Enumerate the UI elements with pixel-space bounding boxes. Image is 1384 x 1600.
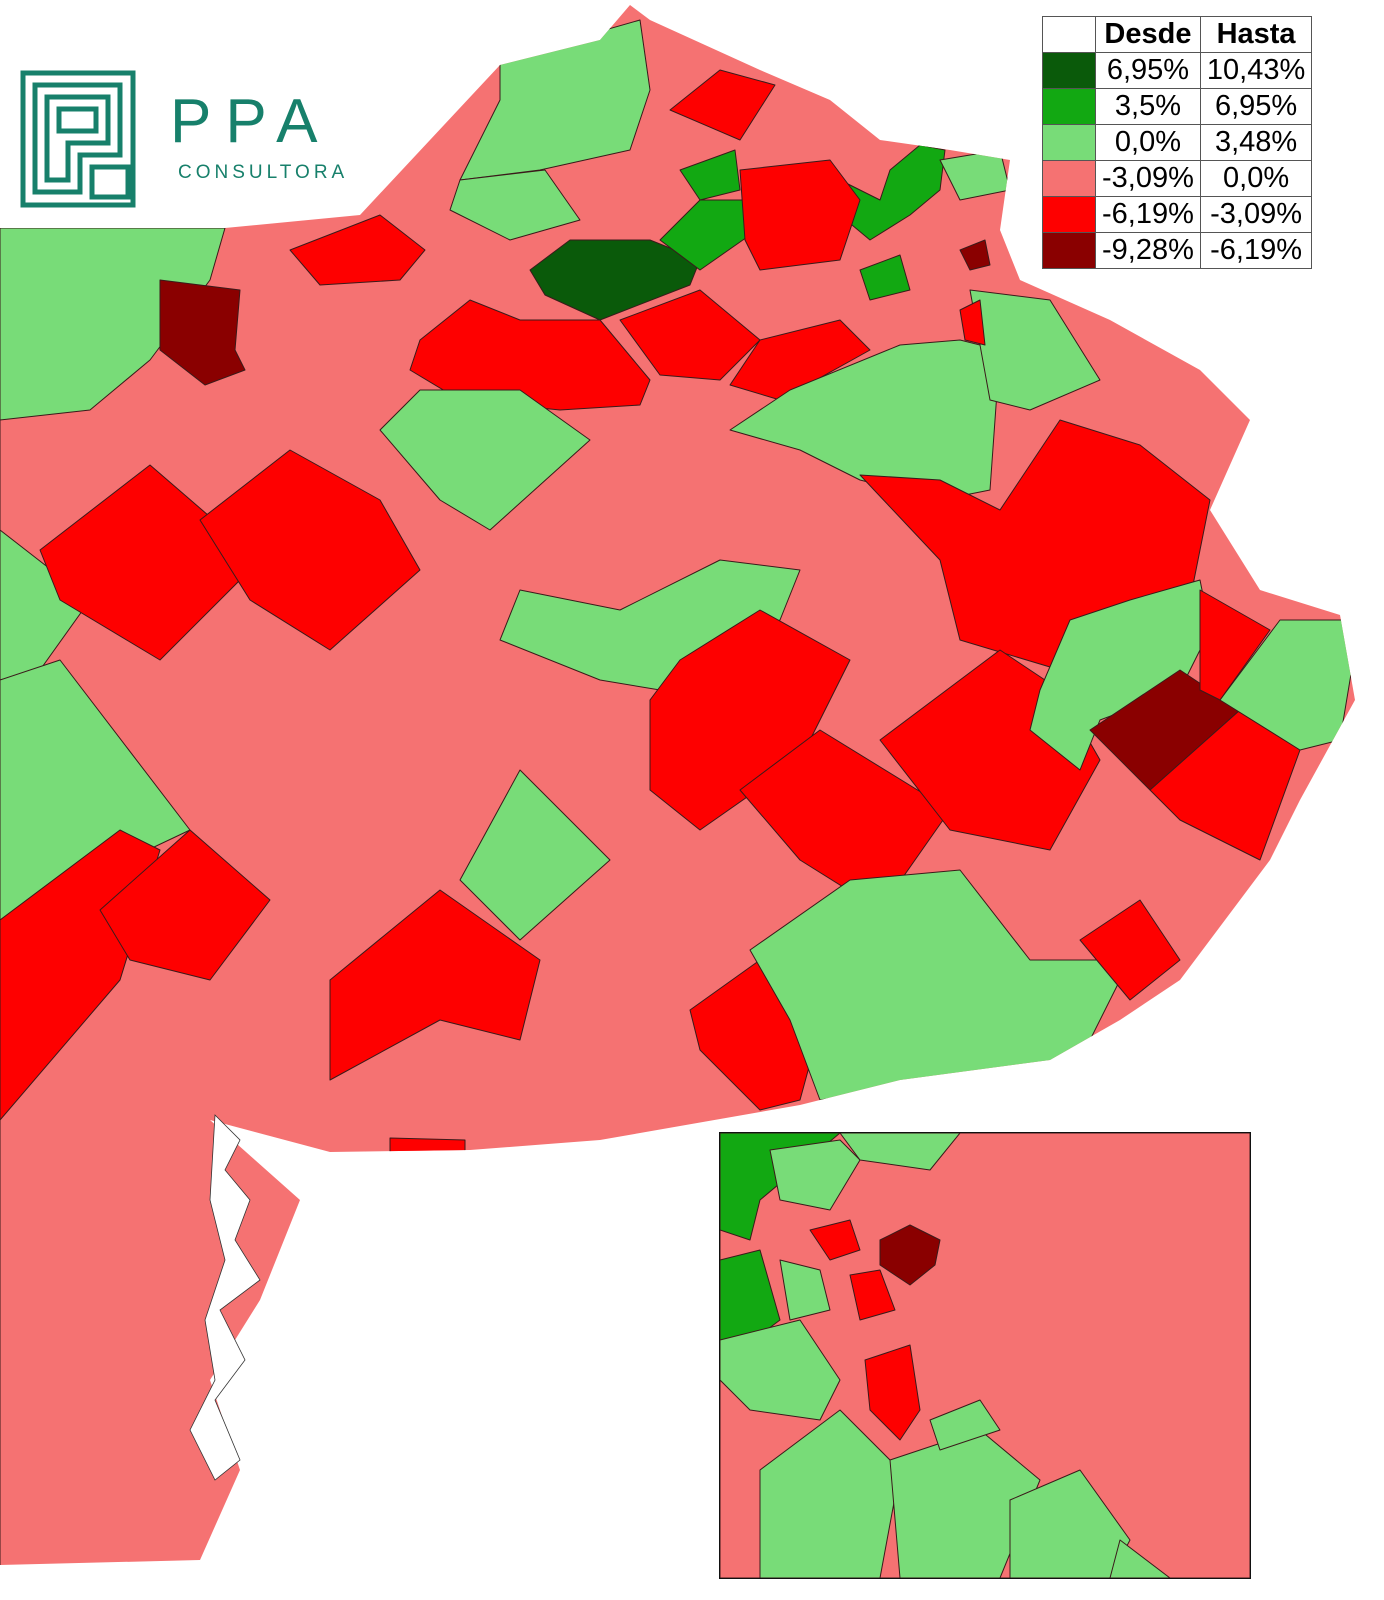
district	[499, 559, 801, 691]
legend-from: 6,95%	[1095, 52, 1201, 89]
legend-row: 3,5% 6,95%	[1042, 88, 1313, 125]
legend-from: -9,28%	[1095, 232, 1201, 269]
legend-swatch	[1042, 52, 1096, 89]
district	[879, 1224, 941, 1286]
legend-from: -3,09%	[1095, 160, 1201, 197]
legend-to: -3,09%	[1199, 196, 1313, 233]
legend-header: Desde Hasta	[1042, 16, 1313, 53]
logo-mark	[20, 70, 136, 208]
district	[459, 769, 611, 941]
district	[199, 449, 421, 651]
district	[329, 889, 541, 1081]
logo: PPA CONSULTORA	[20, 70, 380, 210]
legend-row: -6,19% -3,09%	[1042, 196, 1313, 233]
legend-swatch	[1042, 232, 1096, 269]
legend-swatch	[1042, 124, 1096, 161]
legend-from: 3,5%	[1095, 88, 1201, 125]
district	[1079, 899, 1181, 1001]
logo-subtitle: CONSULTORA	[178, 162, 349, 183]
district	[409, 299, 651, 411]
legend-header-cell: Desde	[1095, 16, 1201, 53]
district	[679, 149, 741, 201]
district	[449, 169, 581, 241]
district	[379, 389, 591, 531]
legend-row: -3,09% 0,0%	[1042, 160, 1313, 197]
district	[739, 729, 951, 911]
district	[769, 1139, 861, 1211]
legend-swatch	[1042, 88, 1096, 125]
district	[159, 279, 246, 386]
district	[1149, 709, 1301, 861]
district	[720, 1319, 841, 1421]
district	[720, 1133, 841, 1241]
legend: Desde Hasta 6,95% 10,43% 3,5% 6,95% 0,0% 3,48…	[1042, 16, 1313, 269]
legend-to: 6,95%	[1199, 88, 1313, 125]
legend-row: -9,28% -6,19%	[1042, 232, 1313, 269]
legend-from: -6,19%	[1095, 196, 1201, 233]
district	[669, 69, 776, 141]
district	[1219, 619, 1355, 751]
legend-corner	[1042, 16, 1096, 53]
legend-swatch	[1042, 160, 1096, 197]
district	[389, 1137, 466, 1156]
legend-swatch	[1042, 196, 1096, 233]
legend-to: 0,0%	[1199, 160, 1313, 197]
district	[739, 159, 861, 271]
inset-map	[720, 1133, 1250, 1578]
legend-header-cell: Hasta	[1199, 16, 1313, 53]
logo-name: PPA	[170, 87, 332, 156]
islands	[189, 1114, 261, 1481]
district	[779, 1259, 831, 1321]
district	[529, 239, 701, 321]
district	[859, 254, 911, 301]
district	[839, 1133, 961, 1171]
legend-row: 0,0% 3,48%	[1042, 124, 1313, 161]
district	[959, 239, 991, 271]
district	[1199, 589, 1271, 701]
district	[849, 1269, 896, 1321]
district	[1029, 579, 1211, 771]
district	[39, 464, 261, 661]
district	[619, 289, 761, 381]
district	[289, 214, 426, 286]
district	[969, 289, 1101, 411]
district	[929, 1399, 1001, 1451]
legend-from: 0,0%	[1095, 124, 1201, 161]
legend-to: 3,48%	[1199, 124, 1313, 161]
district	[759, 1409, 901, 1578]
district	[99, 829, 271, 981]
district	[0, 227, 226, 421]
district	[864, 1344, 921, 1441]
district	[729, 319, 871, 401]
legend-to: 10,43%	[1199, 52, 1313, 89]
district	[809, 1219, 861, 1261]
legend-row: 6,95% 10,43%	[1042, 52, 1313, 89]
legend-to: -6,19%	[1199, 232, 1313, 269]
district	[959, 299, 986, 346]
district	[1109, 1539, 1171, 1578]
